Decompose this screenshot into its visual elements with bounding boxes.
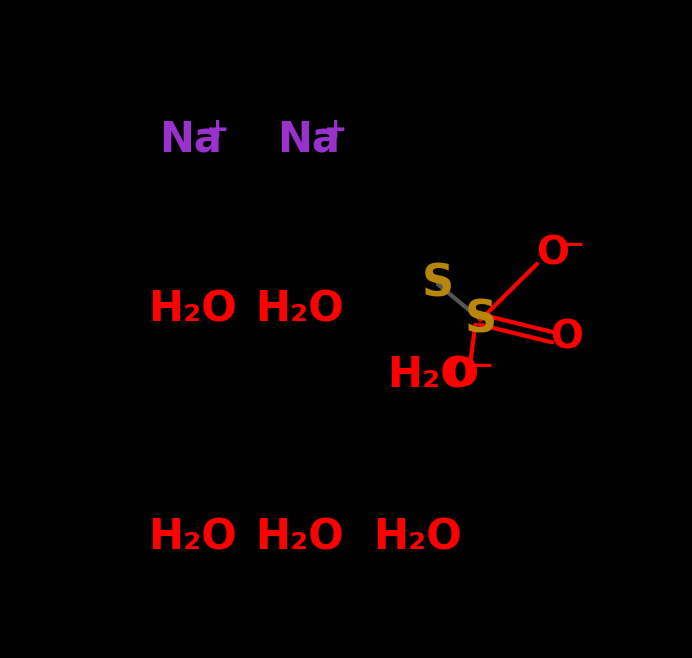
Text: +: + [324, 116, 347, 143]
Text: O: O [446, 357, 478, 394]
Text: H₂O: H₂O [148, 288, 237, 330]
Text: −: − [562, 231, 585, 259]
Text: S: S [421, 263, 454, 306]
Text: Na: Na [277, 118, 340, 161]
Text: H₂O: H₂O [255, 517, 344, 559]
Text: H₂O: H₂O [374, 517, 462, 559]
Text: −: − [471, 352, 494, 380]
Text: H₂O: H₂O [255, 288, 344, 330]
Text: +: + [206, 116, 230, 143]
Text: Na: Na [159, 118, 221, 161]
Text: O: O [536, 235, 570, 273]
Text: O: O [550, 318, 583, 357]
Text: H₂O: H₂O [387, 355, 475, 396]
Text: H₂O: H₂O [148, 517, 237, 559]
Text: S: S [464, 298, 497, 341]
